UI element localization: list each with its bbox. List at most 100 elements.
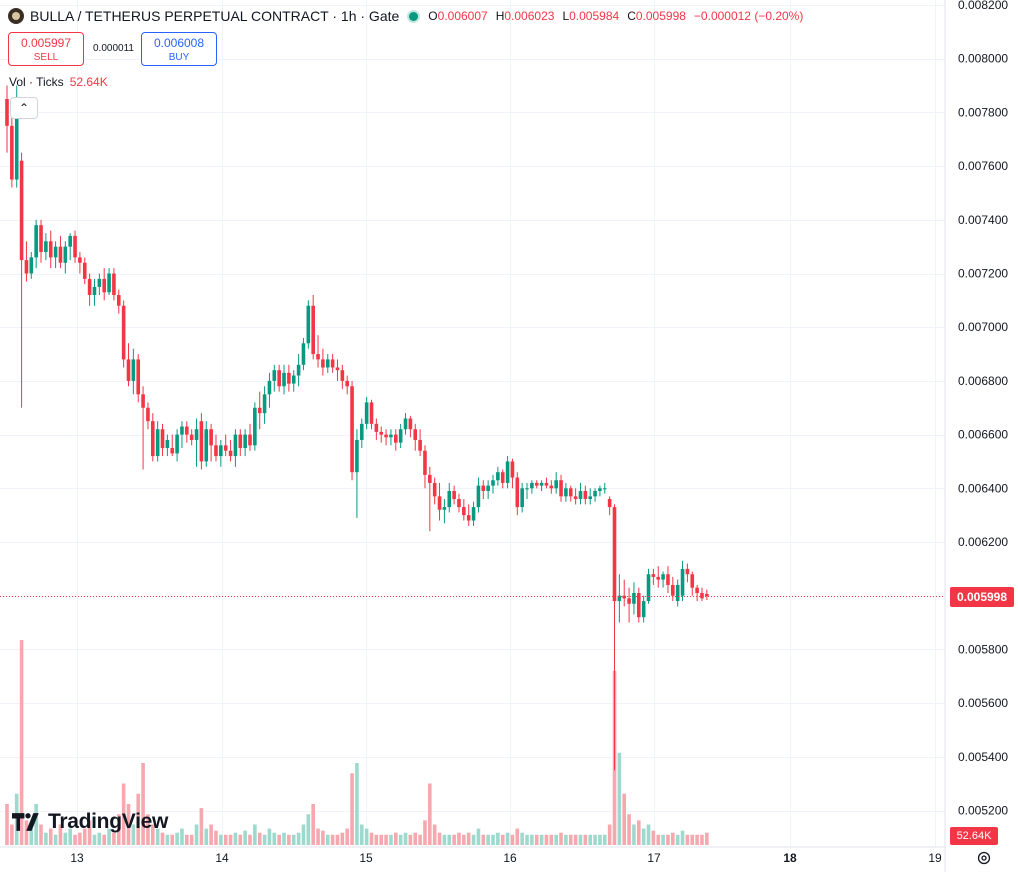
candle-body xyxy=(364,402,369,424)
candle-body xyxy=(301,343,306,365)
volume-bar xyxy=(423,820,427,845)
price-tick-label: 0.007000 xyxy=(958,320,1008,334)
candle-body xyxy=(170,448,175,454)
time-tick-label: 15 xyxy=(359,851,373,865)
price-tick-label: 0.005800 xyxy=(958,642,1008,656)
volume-bar xyxy=(248,834,252,845)
candle-body xyxy=(121,305,126,360)
volume-bar xyxy=(335,834,340,845)
volume-bar xyxy=(24,820,29,845)
last-price-label: 0.005998 xyxy=(950,587,1014,607)
ohlc-low-value: 0.005984 xyxy=(569,9,620,23)
candle-body xyxy=(131,359,136,381)
candle-body xyxy=(214,445,218,457)
candle-body xyxy=(598,488,602,491)
candle-body xyxy=(107,273,111,293)
time-tick-label: 16 xyxy=(503,851,517,865)
tradingview-logo[interactable]: TradingView xyxy=(12,810,168,834)
candle-body xyxy=(19,160,24,261)
candle-body xyxy=(700,593,704,599)
candle-body xyxy=(306,305,311,344)
candle-body xyxy=(350,386,354,473)
volume-bar xyxy=(262,834,267,845)
volume-bar xyxy=(34,804,38,845)
volume-bar xyxy=(151,824,155,845)
candle-body xyxy=(462,507,466,516)
price-tick-label: 0.005400 xyxy=(958,750,1008,764)
candle-body xyxy=(141,394,145,408)
candle-body xyxy=(661,574,665,580)
candle-body xyxy=(355,439,359,473)
volume-bar xyxy=(165,834,170,845)
volume-bar xyxy=(340,832,345,845)
volume-bar xyxy=(403,832,408,845)
volume-bar xyxy=(646,824,651,845)
candle-body xyxy=(73,235,77,258)
candle-body xyxy=(151,421,155,457)
volume-bar xyxy=(277,834,281,845)
candle-body xyxy=(510,461,515,478)
volume-bar xyxy=(525,834,529,845)
volume-bar xyxy=(573,834,578,845)
volume-bar xyxy=(126,804,131,845)
volume-bar xyxy=(413,832,418,845)
candle-body xyxy=(189,434,194,440)
candle-body xyxy=(602,488,607,490)
ohlc-high-value: 0.006023 xyxy=(504,9,555,23)
symbol-title[interactable]: BULLA / TETHERUS PERPETUAL CONTRACT · 1h… xyxy=(30,8,400,24)
volume-bar xyxy=(44,832,48,845)
volume-bar xyxy=(568,834,573,845)
volume-legend[interactable]: Vol · Ticks 52.64K xyxy=(9,75,108,89)
volume-bar xyxy=(131,824,136,845)
volume-bar xyxy=(428,783,432,845)
ohlc-open-key: O xyxy=(428,9,438,23)
candle-body xyxy=(534,482,539,486)
candle-body xyxy=(680,568,685,596)
volume-bar xyxy=(243,830,247,845)
gear-icon[interactable] xyxy=(976,850,992,866)
candle-body xyxy=(39,225,43,253)
volume-bar xyxy=(330,834,335,845)
candle-body xyxy=(136,359,141,395)
sell-price: 0.005997 xyxy=(20,36,72,50)
candle-body xyxy=(92,286,97,295)
volume-bar xyxy=(593,834,597,845)
volume-bar xyxy=(544,834,549,845)
volume-bar xyxy=(432,824,437,845)
time-tick-label: 13 xyxy=(70,851,84,865)
candle-body xyxy=(656,576,661,580)
candle-body xyxy=(112,273,116,295)
candle-body xyxy=(335,367,340,371)
volume-bar xyxy=(695,834,699,845)
collapse-legend-button[interactable]: ⌃ xyxy=(10,97,38,119)
price-tick-label: 0.006800 xyxy=(958,374,1008,388)
volume-bar xyxy=(311,804,315,845)
candle-body xyxy=(321,359,325,368)
volume-bar xyxy=(296,832,301,845)
buy-button[interactable]: 0.006008 BUY xyxy=(141,32,217,66)
volume-bar xyxy=(175,832,179,845)
candle-body xyxy=(155,429,160,457)
candle-body xyxy=(204,429,209,462)
candle-body xyxy=(24,260,29,274)
price-tick-label: 0.007400 xyxy=(958,213,1008,227)
candle-body xyxy=(267,380,272,395)
candle-body xyxy=(612,507,617,602)
candle-body xyxy=(257,407,262,414)
candle-body xyxy=(515,477,520,508)
candle-body xyxy=(622,595,627,599)
candle-body xyxy=(359,423,364,440)
volume-bar xyxy=(53,834,58,845)
candle-body xyxy=(627,598,631,604)
ohlc-change: −0.000012 (−0.20%) xyxy=(693,9,804,23)
candle-body xyxy=(325,359,330,368)
tradingview-logo-icon xyxy=(12,813,39,831)
volume-bar xyxy=(602,834,607,845)
candle-body xyxy=(5,98,9,126)
volume-bar xyxy=(209,824,213,845)
candle-body xyxy=(146,407,150,422)
candle-body xyxy=(199,421,204,462)
volume-bar xyxy=(136,793,141,845)
sell-button[interactable]: 0.005997 SELL xyxy=(8,32,84,66)
